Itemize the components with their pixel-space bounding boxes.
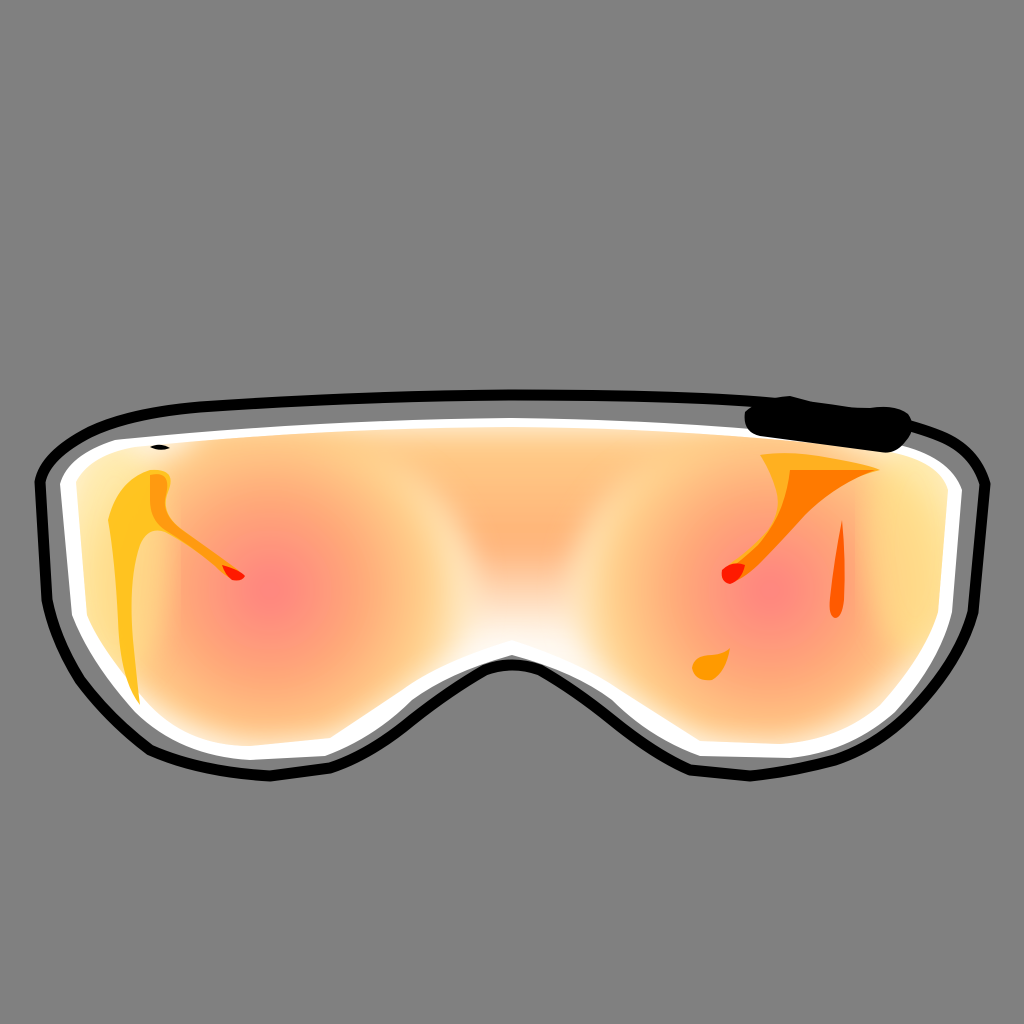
right-paint-splatter (692, 453, 880, 681)
goggle-frame-outline (34, 389, 991, 782)
strap-clip (744, 396, 913, 453)
left-paint-splatter (108, 444, 245, 705)
